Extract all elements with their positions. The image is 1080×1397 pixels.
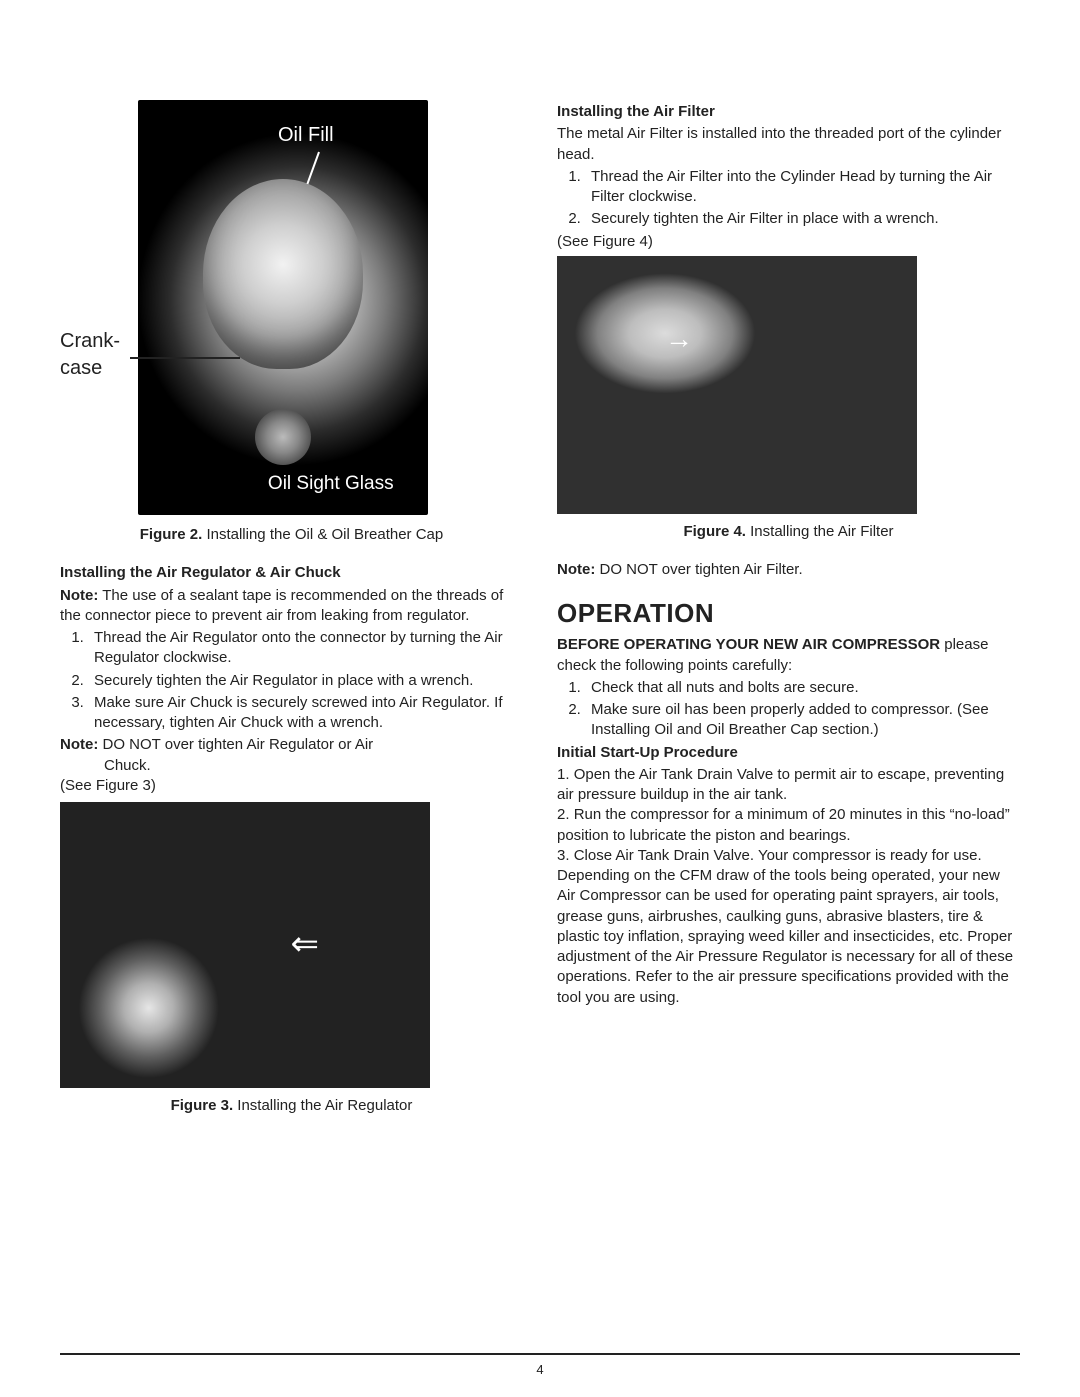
operation-title: OPERATION (557, 596, 1020, 631)
figure-2-caption-text: Installing the Oil & Oil Breather Cap (202, 526, 443, 543)
figure-3-image (60, 802, 430, 1088)
regulator-steps-list: Thread the Air Regulator onto the connec… (60, 628, 523, 733)
figure-2-caption-bold: Figure 2. (140, 526, 203, 543)
figure-3-caption-bold: Figure 3. (171, 1097, 234, 1114)
startup-step-1: Open the Air Tank Drain Valve to permit … (557, 766, 1004, 803)
airfilter-note: Note: DO NOT over tighten Air Filter. (557, 560, 1020, 580)
regulator-heading: Installing the Air Regulator & Air Chuck (60, 563, 523, 583)
list-item: Securely tighten the Air Filter in place… (585, 209, 1020, 229)
airfilter-note-lead: Note: (557, 561, 595, 578)
startup-step-3: Close Air Tank Drain Valve. Your compres… (574, 847, 982, 864)
list-item: 3. Close Air Tank Drain Valve. Your comp… (557, 846, 1020, 866)
figure-4-caption-text: Installing the Air Filter (746, 523, 894, 540)
airfilter-see-figure: (See Figure 4) (557, 232, 1020, 252)
airfilter-steps-list: Thread the Air Filter into the Cylinder … (557, 167, 1020, 230)
figure-2-label-oil-sight-glass: Oil Sight Glass (268, 471, 394, 497)
figure-2-image: Oil Fill Oil Sight Glass (138, 100, 428, 515)
list-item: Securely tighten the Air Regulator in pl… (88, 671, 523, 691)
startup-step-2: Run the compressor for a minimum of 20 m… (557, 806, 1010, 843)
list-item: Check that all nuts and bolts are secure… (585, 678, 1020, 698)
list-item: 1. Open the Air Tank Drain Valve to perm… (557, 765, 1020, 806)
figure-2-wrapper: Oil Fill Oil Sight Glass Crank- case (60, 100, 523, 515)
figure-2-leader-oil-fill (306, 152, 320, 185)
operation-tail-paragraph: Depending on the CFM draw of the tools b… (557, 866, 1020, 1008)
figure-2-leader-osg (277, 430, 288, 463)
regulator-note-lead: Note: (60, 587, 98, 604)
figure-4-image (557, 256, 917, 514)
airfilter-note-body: DO NOT over tighten Air Filter. (595, 561, 802, 578)
startup-heading: Initial Start-Up Procedure (557, 743, 1020, 763)
figure-2-label-oil-fill: Oil Fill (278, 122, 334, 149)
list-item: Thread the Air Filter into the Cylinder … (585, 167, 1020, 208)
list-item: Thread the Air Regulator onto the connec… (88, 628, 523, 669)
left-column: Oil Fill Oil Sight Glass Crank- case Fig… (60, 100, 523, 1134)
figure-4-caption-bold: Figure 4. (683, 523, 746, 540)
operation-before-lead: BEFORE OPERATING YOUR NEW AIR COMPRESSOR (557, 636, 940, 653)
regulator-see-figure: (See Figure 3) (60, 776, 523, 796)
operation-before: BEFORE OPERATING YOUR NEW AIR COMPRESSOR… (557, 635, 1020, 676)
list-item: Make sure Air Chuck is securely screwed … (88, 693, 523, 734)
page-number: 4 (0, 1361, 1080, 1379)
regulator-note-body: The use of a sealant tape is recommended… (60, 587, 503, 624)
figure-2-caption: Figure 2. Installing the Oil & Oil Breat… (60, 525, 523, 545)
regulator-final-note-body: DO NOT over tighten Air Regulator or Air (98, 736, 373, 753)
figure-3-caption-text: Installing the Air Regulator (233, 1097, 412, 1114)
figure-2-label-crankcase: Crank- case (60, 328, 140, 382)
airfilter-heading: Installing the Air Filter (557, 102, 1020, 122)
list-item: Make sure oil has been properly added to… (585, 700, 1020, 741)
list-item: 2. Run the compressor for a minimum of 2… (557, 805, 1020, 846)
regulator-final-note: Note: DO NOT over tighten Air Regulator … (60, 735, 523, 755)
footer-rule (60, 1353, 1020, 1355)
figure-3-caption: Figure 3. Installing the Air Regulator (60, 1096, 523, 1116)
right-column: Installing the Air Filter The metal Air … (557, 100, 1020, 1134)
figure-4-caption: Figure 4. Installing the Air Filter (557, 522, 1020, 542)
airfilter-intro: The metal Air Filter is installed into t… (557, 124, 1020, 165)
startup-steps-list: 1. Open the Air Tank Drain Valve to perm… (557, 765, 1020, 866)
operation-before-list: Check that all nuts and bolts are secure… (557, 678, 1020, 741)
regulator-final-note-line2: Chuck. (60, 756, 523, 776)
regulator-final-note-lead: Note: (60, 736, 98, 753)
regulator-note: Note: The use of a sealant tape is recom… (60, 586, 523, 627)
figure-2-leader-crankcase (130, 357, 240, 359)
